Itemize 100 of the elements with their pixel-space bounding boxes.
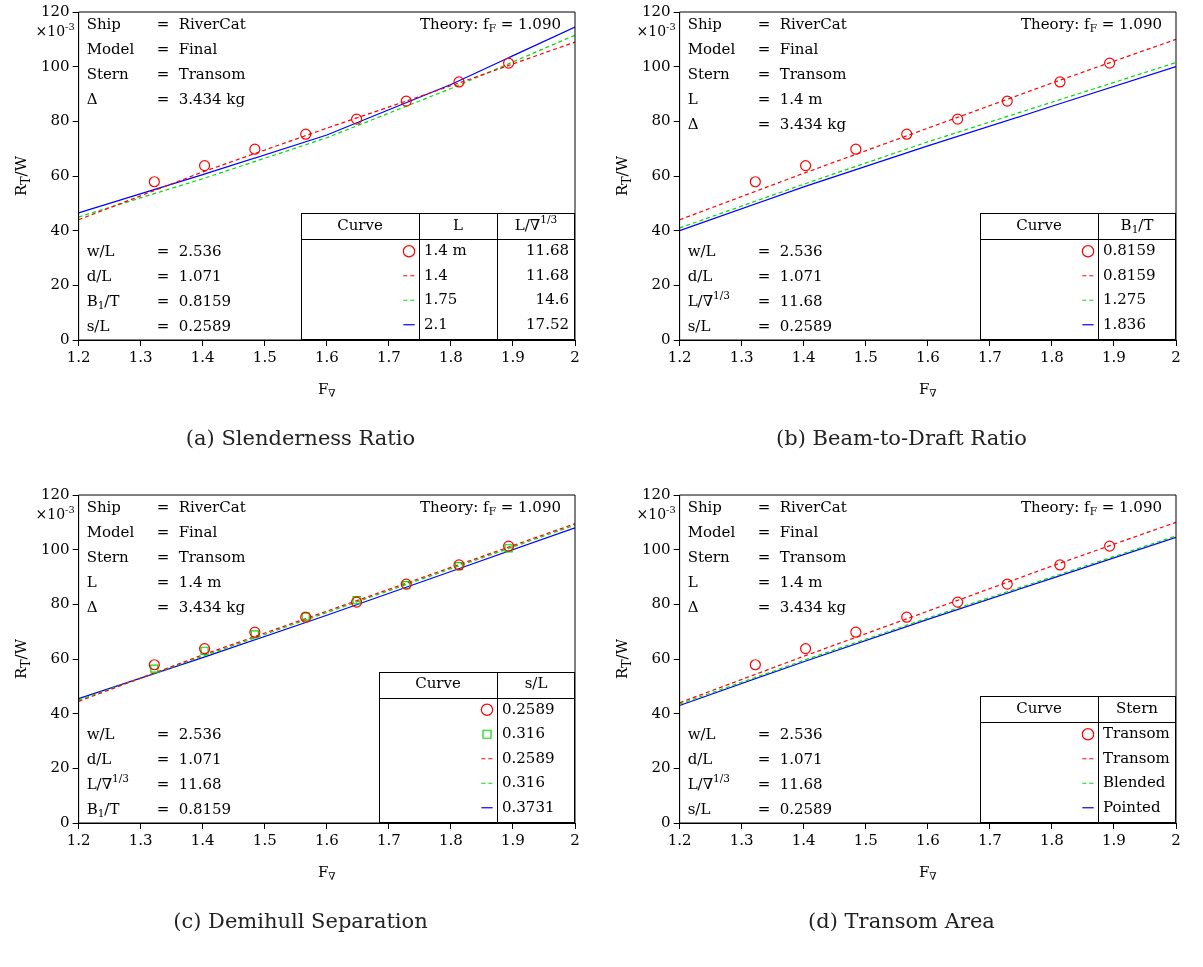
y-tick-label: 0 [661,812,671,831]
x-tick-label: 1.6 [915,347,940,366]
text: Ship = RiverCat [86,14,246,33]
y-tick-label: 0 [60,812,70,831]
legend-label: 0.8159 [1103,241,1156,260]
legend-label: 1.275 [1103,290,1146,309]
text: Stern = Transom [86,547,246,566]
y-tick-label: 20 [50,275,70,294]
x-tick-label: 1.4 [791,830,816,849]
legend-label: 1.75 [424,290,458,309]
text: Model = Final [86,522,218,541]
y-tick-label: 120 [40,1,70,20]
y-tick-label: 60 [651,648,671,667]
annotation: s/L [524,674,548,693]
legend-label: 0.3731 [502,797,555,816]
point [300,128,312,140]
x-axis-title: F∇ [317,862,336,883]
text: s/L = 0.2589 [687,799,833,818]
x-tick-label: 1.9 [501,830,525,849]
x-tick-label: 1.8 [438,830,463,849]
x-tick-label: 1.9 [501,347,525,366]
point [850,626,862,638]
y-tick-label: 60 [50,648,70,667]
y-tick-label: 60 [651,165,671,184]
x-tick-label: 1.6 [314,347,339,366]
annotation: 11.68 [526,241,570,260]
x-tick-label: 1.7 [376,830,401,849]
legend-label: Blended [1103,773,1166,792]
point [503,57,515,69]
legend-label: 1.4 m [424,241,467,260]
y-tick-label: 80 [50,594,70,613]
x-tick-label: 1.2 [667,830,692,849]
legend-title: Curve [1016,698,1062,717]
text: L = 1.4 m [687,572,823,591]
x-tick-label: 1.8 [1039,830,1064,849]
text: (d) Transom Area [807,909,996,933]
x-tick-label: 1.3 [729,830,754,849]
text: Stern = Transom [86,64,246,83]
x-tick-label: 1.5 [252,347,277,366]
text: w/L = 2.536 [86,724,222,743]
x-tick-label: 1.5 [252,830,277,849]
x-tick-label: 1.8 [1039,347,1064,366]
x-tick-label: 1.6 [915,830,940,849]
x-tick-label: 2 [1171,347,1181,366]
text: Model = Final [687,522,819,541]
x-tick-label: 1.5 [853,830,878,849]
legend-label: 0.2589 [502,748,555,767]
y-tick-label: 20 [651,275,671,294]
point [148,176,160,188]
annotation: 14.6 [535,290,570,309]
y-tick-label: 0 [60,329,70,348]
annotation: 17.52 [526,314,570,333]
text: d/L = 1.071 [86,266,222,285]
y-tick-label: 100 [40,539,70,558]
y-tick-label: 80 [50,111,70,130]
x-tick-label: 1.7 [376,347,401,366]
x-tick-label: 1.9 [1102,830,1126,849]
text: Ship = RiverCat [687,14,847,33]
y-tick-label: 100 [40,56,70,75]
text: Δ = 3.434 kg [86,597,246,616]
line-series [679,38,1176,221]
legend-label: Transom [1103,724,1170,743]
legend-title: Curve [1016,215,1062,234]
y-tick-label: 20 [651,758,671,777]
point [249,143,261,155]
point [1001,95,1013,107]
x-tick-label: 2 [570,347,580,366]
x-axis-title: F∇ [317,379,336,400]
point [901,611,913,623]
x-tick-label: 1.2 [66,830,91,849]
x-tick-label: 1.9 [1102,347,1126,366]
point [400,95,412,107]
text: Ship = RiverCat [687,497,847,516]
x-tick-label: 1.2 [66,347,91,366]
text: s/L = 0.2589 [86,316,232,335]
legend-title: Curve [337,215,383,234]
x-tick-label: 1.3 [128,347,153,366]
x-tick-label: 1.7 [977,830,1002,849]
legend-label: 2.1 [424,314,448,333]
text: Stern = Transom [687,547,847,566]
x-tick-label: 1.6 [314,830,339,849]
legend-label: 1.4 [424,265,448,284]
text: (a) Slenderness Ratio [184,426,417,450]
y-tick-label: 40 [50,220,70,239]
text: L = 1.4 m [687,89,823,108]
x-axis-title: F∇ [918,379,937,400]
point [198,160,211,172]
point [901,128,913,140]
point [249,626,261,638]
x-axis-title: F∇ [918,862,937,883]
text: Model = Final [687,39,819,58]
annotation: L [453,215,464,234]
text: d/L = 1.071 [86,749,222,768]
text: w/L = 2.536 [86,241,222,260]
point [952,596,964,608]
y-tick-label: 120 [641,484,671,503]
point [952,113,964,125]
text: Δ = 3.434 kg [86,89,246,108]
y-tick-label: 40 [651,703,671,722]
text: Model = Final [86,39,218,58]
